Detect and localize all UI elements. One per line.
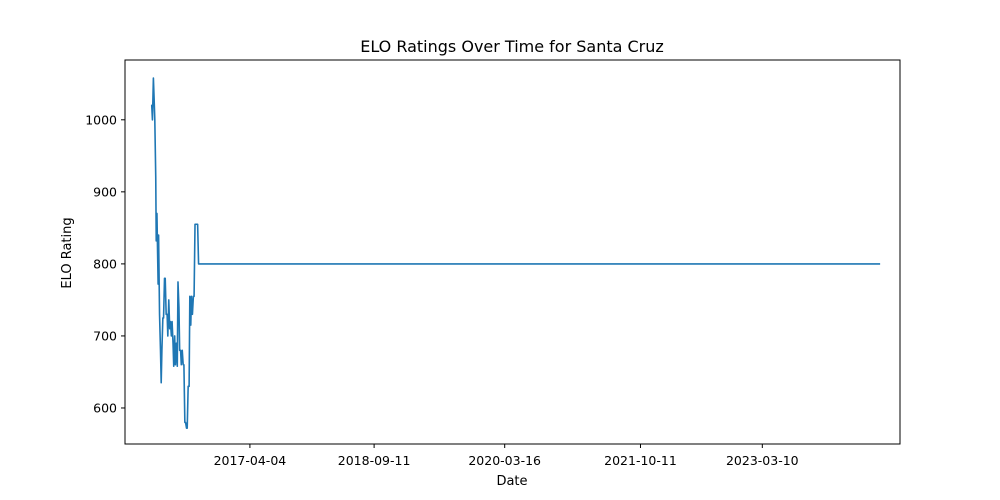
plot-area (124, 59, 901, 445)
x-tick-label: 2018-09-11 (338, 453, 411, 468)
y-tick-label: 900 (93, 184, 117, 199)
x-axis-label: Date (496, 474, 527, 489)
y-axis-ticks: 600 700 800 900 1000 (85, 112, 125, 415)
x-axis-ticks: 2017-04-04 2018-09-11 2020-03-16 2021-10-11… (214, 444, 799, 468)
y-tick-label: 800 (93, 256, 117, 271)
x-tick-label: 2020-03-16 (468, 453, 541, 468)
x-tick-label: 2021-10-11 (604, 453, 677, 468)
y-tick-label: 600 (93, 400, 117, 415)
y-axis-label: ELO Rating (60, 217, 75, 288)
y-tick-label: 700 (93, 328, 117, 343)
x-tick-label: 2017-04-04 (214, 453, 287, 468)
y-tick-label: 1000 (85, 112, 117, 127)
x-tick-label: 2023-03-10 (726, 453, 799, 468)
chart-title: ELO Ratings Over Time for Santa Cruz (360, 37, 664, 56)
series-line-0 (150, 77, 881, 429)
plot-frame (124, 59, 901, 445)
